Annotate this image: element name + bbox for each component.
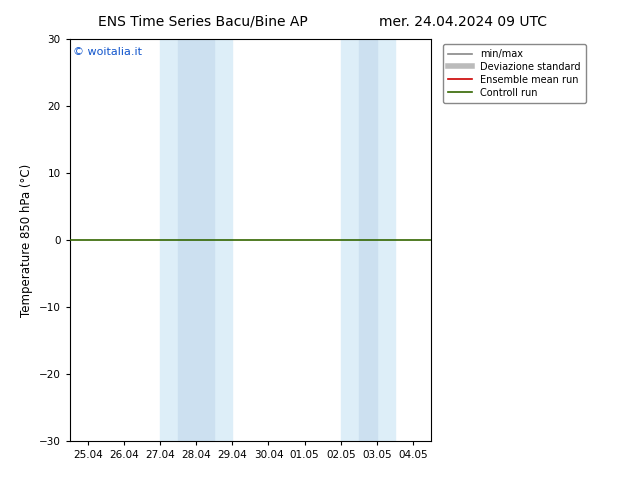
Legend: min/max, Deviazione standard, Ensemble mean run, Controll run: min/max, Deviazione standard, Ensemble m… bbox=[443, 44, 586, 102]
Bar bbox=[178, 39, 214, 441]
Y-axis label: Temperature 850 hPa (°C): Temperature 850 hPa (°C) bbox=[20, 164, 33, 317]
Text: ENS Time Series Bacu/Bine AP: ENS Time Series Bacu/Bine AP bbox=[98, 15, 307, 29]
Bar bbox=[359, 39, 377, 441]
Bar bbox=[160, 39, 232, 441]
Text: © woitalia.it: © woitalia.it bbox=[74, 47, 143, 57]
Bar bbox=[341, 39, 395, 441]
Text: mer. 24.04.2024 09 UTC: mer. 24.04.2024 09 UTC bbox=[379, 15, 547, 29]
